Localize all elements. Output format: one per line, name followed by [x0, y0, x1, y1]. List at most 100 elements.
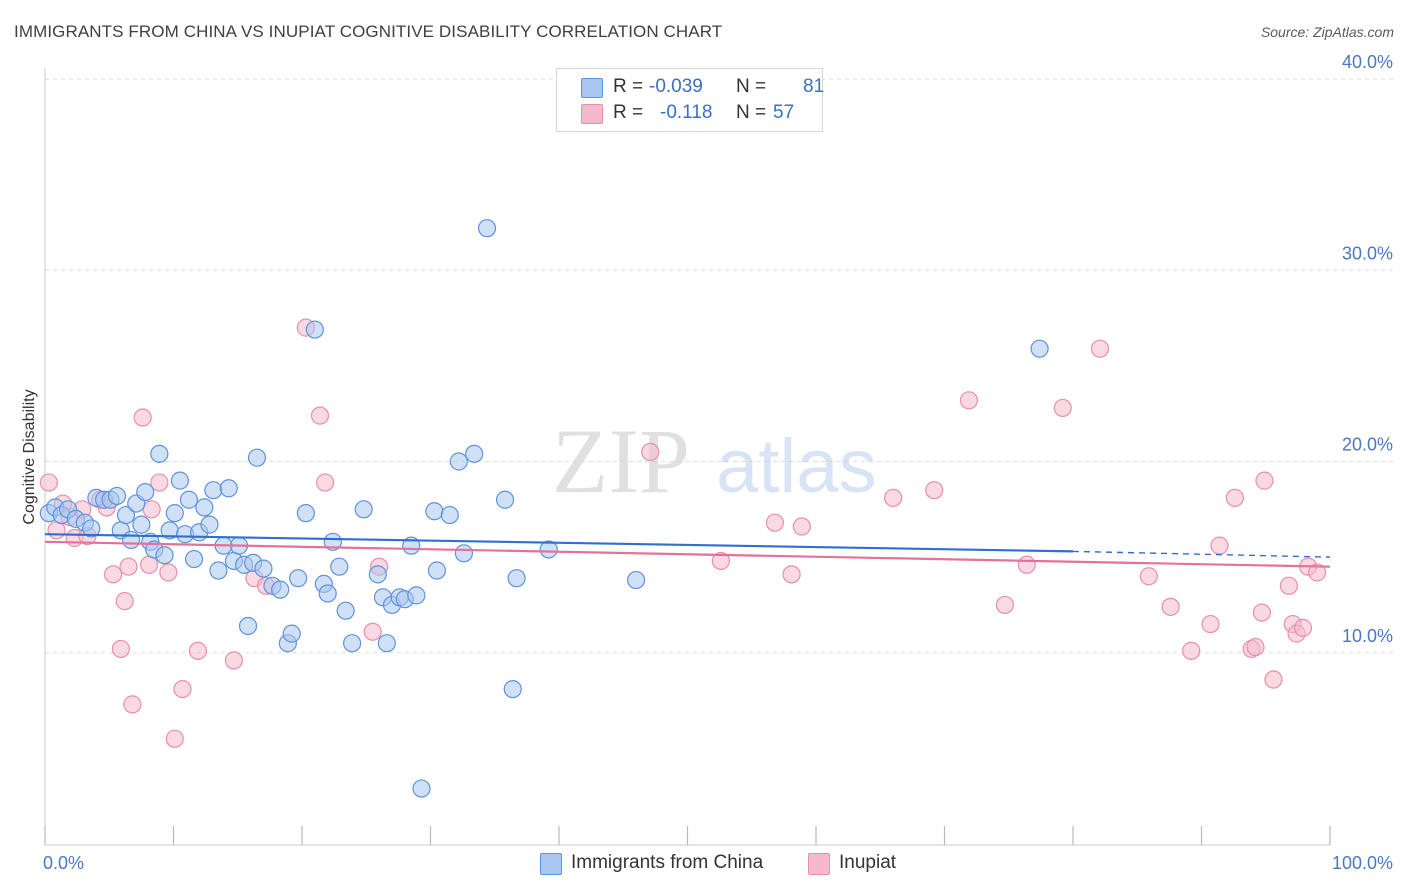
china-point	[121, 530, 141, 550]
legend-n-label: N =	[736, 102, 767, 123]
china-points	[39, 219, 1049, 798]
china-point	[254, 559, 273, 578]
china-point	[354, 500, 373, 519]
china-point	[219, 479, 238, 498]
china-point	[539, 540, 558, 559]
inupiat-point	[139, 555, 159, 574]
y-tick-label: 10.0%	[1342, 626, 1393, 646]
inupiat-point	[995, 595, 1014, 615]
china-point	[412, 779, 431, 798]
inupiat-point	[1053, 398, 1072, 418]
china-point	[330, 557, 349, 576]
inupiat-point	[1182, 641, 1201, 660]
legend-r-value-china: -0.039	[649, 76, 703, 97]
china-point	[165, 504, 184, 523]
y-tick-label: 30.0%	[1342, 243, 1393, 263]
watermark: ZIP atlas	[552, 410, 877, 512]
china-point	[184, 549, 204, 569]
legend-r-label: R =	[613, 76, 644, 97]
china-point	[449, 452, 468, 471]
inupiat-point	[224, 651, 243, 670]
china-point	[170, 471, 190, 490]
bottom-legend-swatch-inupiat	[808, 853, 830, 875]
china-point	[136, 483, 155, 502]
inupiat-trend-line	[44, 540, 1331, 568]
china-point	[323, 532, 342, 551]
inupiat-point	[1017, 555, 1036, 574]
grid-lines	[45, 78, 1393, 654]
china-point	[440, 505, 459, 525]
inupiat-point	[1255, 471, 1274, 490]
china-point	[503, 679, 522, 699]
y-axis-label: Cognitive Disability	[21, 389, 38, 524]
china-point	[247, 448, 267, 467]
china-point	[204, 481, 223, 500]
inupiat-point	[111, 639, 130, 659]
inupiat-point	[1161, 597, 1180, 616]
inupiat-point	[47, 521, 66, 540]
china-point	[155, 546, 174, 565]
watermark-atlas: atlas	[716, 424, 877, 509]
china-point	[238, 616, 258, 636]
inupiat-point	[310, 406, 330, 425]
inupiat-point	[119, 557, 138, 576]
inupiat-point	[925, 481, 944, 500]
china-trend-line	[44, 533, 1074, 553]
y-tick-label: 20.0%	[1342, 435, 1393, 455]
inupiat-point	[1139, 567, 1158, 586]
x-tick-label-max: 100.0%	[1332, 853, 1393, 873]
china-point	[407, 586, 426, 605]
bottom-legend-label-china: Immigrants from China	[571, 852, 764, 873]
inupiat-point	[959, 391, 979, 410]
inupiat-point	[1201, 614, 1220, 634]
inupiat-point	[1293, 618, 1313, 637]
china-point	[107, 486, 127, 506]
china-point	[209, 561, 228, 580]
china-point	[1030, 339, 1049, 358]
bottom-legend-swatch-china	[540, 853, 562, 875]
china-point	[477, 219, 497, 238]
legend-swatch-inupiat	[581, 104, 603, 124]
legend-r-label: R =	[613, 102, 644, 123]
inupiat-point	[39, 473, 58, 492]
china-point	[465, 444, 484, 463]
axes	[44, 68, 1331, 846]
china-point	[377, 634, 396, 653]
china-point	[427, 561, 447, 580]
inupiat-point	[316, 473, 335, 492]
inupiat-point	[142, 500, 161, 519]
china-point	[271, 580, 290, 599]
china-point	[282, 624, 301, 643]
inupiat-point	[165, 729, 184, 748]
legend-n-label: N =	[736, 76, 767, 97]
inupiat-point	[123, 695, 142, 714]
inupiat-point	[159, 563, 178, 582]
inupiat-point	[188, 641, 208, 660]
stats-legend: R = -0.039 N = 81 R = -0.118 N = 57	[556, 68, 825, 132]
china-point	[195, 498, 214, 517]
inupiat-point	[1225, 488, 1245, 507]
china-point	[200, 515, 219, 534]
inupiat-point	[173, 679, 192, 699]
china-point	[82, 519, 101, 538]
inupiat-point	[792, 517, 811, 536]
china-point	[626, 570, 646, 590]
inupiat-point	[1308, 563, 1327, 582]
watermark-zip: ZIP	[552, 410, 690, 512]
china-point	[495, 490, 515, 509]
inupiat-point	[711, 551, 731, 571]
inupiat-point	[133, 408, 152, 427]
legend-n-value-china: 81	[803, 76, 825, 97]
china-point	[132, 515, 151, 534]
trend-lines	[44, 533, 1331, 568]
inupiat-point	[641, 442, 660, 462]
inupiat-points	[39, 318, 1327, 748]
china-point	[425, 502, 444, 521]
y-tick-labels: 10.0% 20.0% 30.0% 40.0%	[1342, 52, 1393, 646]
china-point	[179, 490, 199, 509]
inupiat-point	[1264, 670, 1283, 689]
inupiat-point	[104, 565, 123, 584]
inupiat-point	[782, 565, 801, 584]
china-point	[296, 504, 315, 523]
china-point	[336, 601, 355, 620]
